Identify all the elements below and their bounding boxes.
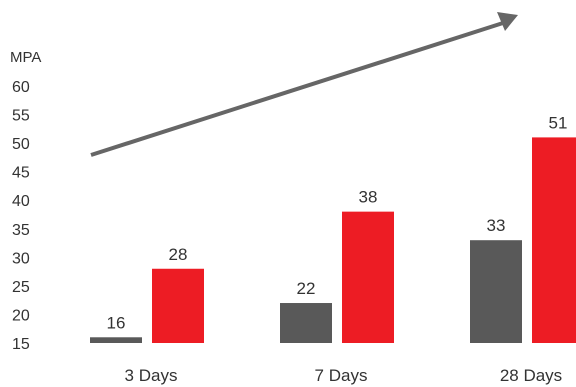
data-label-series-0-category-2: 33: [487, 216, 506, 235]
y-tick-label-60: 60: [12, 79, 30, 96]
category-label-1: 7 Days: [315, 366, 368, 385]
y-axis-unit-label: MPA: [10, 49, 41, 66]
bar-series-0-category-0: [90, 337, 142, 343]
bar-series-1-category-0: [152, 268, 204, 343]
y-axis-ticks: 15 20 25 30 35 40 45 50 55 60: [12, 79, 30, 353]
y-tick-label-35: 35: [12, 222, 30, 239]
y-tick-label-55: 55: [12, 108, 30, 125]
data-labels-group: 16 22 33 28 38 51: [107, 113, 568, 332]
y-tick-label-50: 50: [12, 136, 30, 153]
category-labels-group: 3 Days 7 Days 28 Days: [125, 366, 563, 385]
y-tick-label-45: 45: [12, 165, 30, 182]
bars-group: [90, 137, 576, 343]
trend-arrow-head: [497, 12, 518, 31]
trend-arrow-shaft: [90, 21, 504, 157]
bar-series-1-category-1: [342, 211, 394, 343]
y-tick-label-30: 30: [12, 250, 30, 267]
bar-series-0-category-1: [280, 303, 332, 343]
data-label-series-0-category-1: 22: [297, 279, 316, 298]
data-label-series-1-category-2: 51: [549, 113, 568, 132]
data-label-series-0-category-0: 16: [107, 313, 126, 332]
data-label-series-1-category-0: 28: [169, 245, 188, 264]
bar-series-0-category-2: [470, 240, 522, 343]
y-tick-label-40: 40: [12, 193, 30, 210]
bar-series-1-category-2: [532, 137, 576, 343]
y-tick-label-15: 15: [12, 336, 30, 353]
y-tick-label-25: 25: [12, 279, 30, 296]
trend-arrow-group: [90, 12, 518, 157]
category-label-2: 28 Days: [500, 366, 562, 385]
data-label-series-1-category-1: 38: [359, 188, 378, 207]
category-label-0: 3 Days: [125, 366, 178, 385]
y-tick-label-20: 20: [12, 307, 30, 324]
